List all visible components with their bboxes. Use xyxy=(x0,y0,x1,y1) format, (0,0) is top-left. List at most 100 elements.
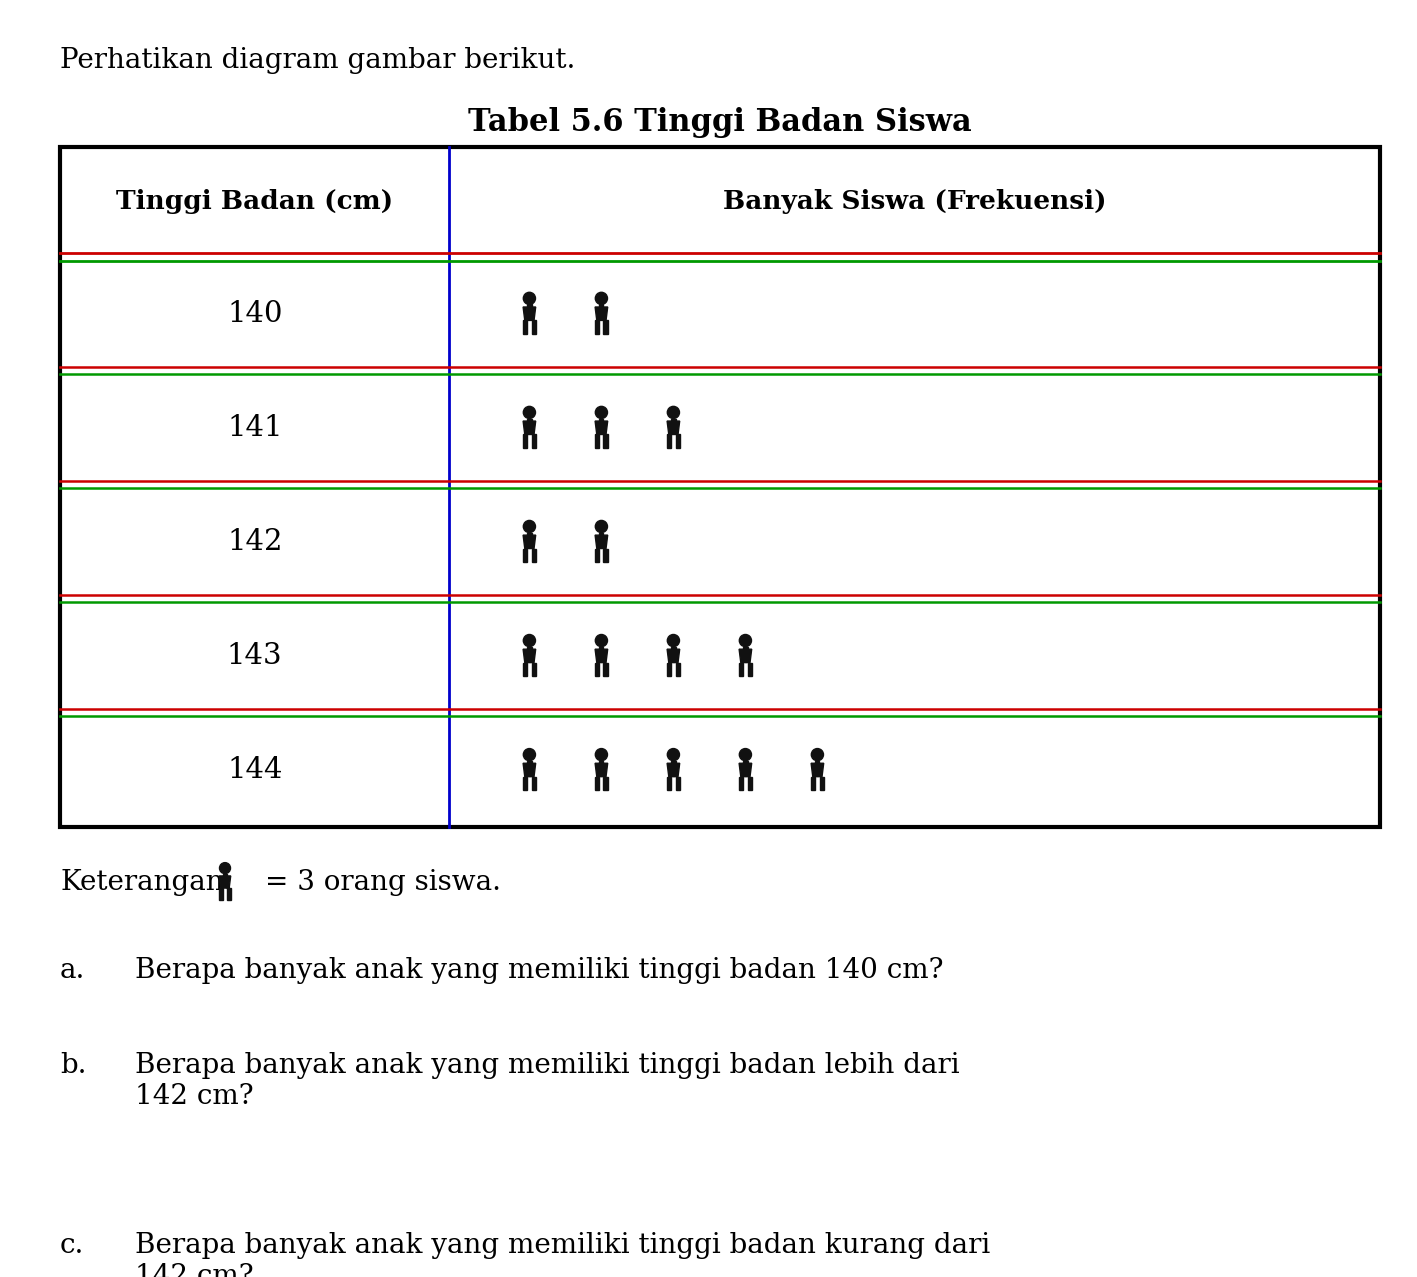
Polygon shape xyxy=(595,649,608,663)
Polygon shape xyxy=(523,306,536,321)
FancyBboxPatch shape xyxy=(676,434,680,448)
Polygon shape xyxy=(667,649,680,663)
FancyBboxPatch shape xyxy=(604,776,608,790)
FancyBboxPatch shape xyxy=(531,663,536,676)
Text: 141: 141 xyxy=(227,414,282,442)
FancyBboxPatch shape xyxy=(531,776,536,790)
Polygon shape xyxy=(595,764,608,776)
FancyBboxPatch shape xyxy=(222,873,227,876)
FancyBboxPatch shape xyxy=(523,663,527,676)
FancyBboxPatch shape xyxy=(527,646,531,649)
Circle shape xyxy=(523,748,536,761)
FancyBboxPatch shape xyxy=(672,761,676,764)
Circle shape xyxy=(220,863,231,873)
FancyBboxPatch shape xyxy=(595,434,599,448)
Circle shape xyxy=(523,292,536,304)
Text: 144: 144 xyxy=(227,756,282,784)
FancyBboxPatch shape xyxy=(531,549,536,562)
Polygon shape xyxy=(220,876,231,888)
Text: b.: b. xyxy=(60,1052,86,1079)
Polygon shape xyxy=(740,649,751,663)
FancyBboxPatch shape xyxy=(527,419,531,421)
FancyBboxPatch shape xyxy=(744,761,748,764)
FancyBboxPatch shape xyxy=(599,419,604,421)
FancyBboxPatch shape xyxy=(676,776,680,790)
FancyBboxPatch shape xyxy=(604,549,608,562)
Circle shape xyxy=(667,635,680,646)
FancyBboxPatch shape xyxy=(672,419,676,421)
FancyBboxPatch shape xyxy=(595,663,599,676)
FancyBboxPatch shape xyxy=(527,304,531,306)
Circle shape xyxy=(595,748,608,761)
FancyBboxPatch shape xyxy=(748,776,752,790)
FancyBboxPatch shape xyxy=(604,434,608,448)
FancyBboxPatch shape xyxy=(595,321,599,333)
Circle shape xyxy=(595,292,608,304)
Polygon shape xyxy=(740,764,751,776)
FancyBboxPatch shape xyxy=(227,888,231,900)
Text: 143: 143 xyxy=(227,642,282,670)
Circle shape xyxy=(667,406,680,419)
Text: Tabel 5.6 Tinggi Badan Siswa: Tabel 5.6 Tinggi Badan Siswa xyxy=(468,107,972,138)
FancyBboxPatch shape xyxy=(523,549,527,562)
FancyBboxPatch shape xyxy=(523,434,527,448)
Polygon shape xyxy=(667,421,680,434)
Circle shape xyxy=(812,748,823,761)
Text: a.: a. xyxy=(60,956,85,985)
Polygon shape xyxy=(595,421,608,434)
FancyBboxPatch shape xyxy=(523,321,527,333)
Circle shape xyxy=(667,748,680,761)
Text: Keterangan:: Keterangan: xyxy=(60,868,232,895)
Circle shape xyxy=(595,406,608,419)
Text: Tinggi Badan (cm): Tinggi Badan (cm) xyxy=(116,189,394,215)
FancyBboxPatch shape xyxy=(523,776,527,790)
FancyBboxPatch shape xyxy=(819,776,825,790)
Text: = 3 orang siswa.: = 3 orang siswa. xyxy=(265,868,502,895)
Text: Berapa banyak anak yang memiliki tinggi badan lebih dari
142 cm?: Berapa banyak anak yang memiliki tinggi … xyxy=(135,1052,959,1110)
FancyBboxPatch shape xyxy=(595,776,599,790)
Text: Berapa banyak anak yang memiliki tinggi badan kurang dari
142 cm?: Berapa banyak anak yang memiliki tinggi … xyxy=(135,1232,990,1277)
Circle shape xyxy=(740,748,751,761)
FancyBboxPatch shape xyxy=(531,321,536,333)
FancyBboxPatch shape xyxy=(527,761,531,764)
FancyBboxPatch shape xyxy=(666,663,672,676)
FancyBboxPatch shape xyxy=(672,646,676,649)
FancyBboxPatch shape xyxy=(748,663,752,676)
Polygon shape xyxy=(523,421,536,434)
Circle shape xyxy=(523,406,536,419)
Polygon shape xyxy=(523,649,536,663)
Text: c.: c. xyxy=(60,1232,85,1259)
Text: Berapa banyak anak yang memiliki tinggi badan 140 cm?: Berapa banyak anak yang memiliki tinggi … xyxy=(135,956,944,985)
FancyBboxPatch shape xyxy=(738,663,744,676)
Circle shape xyxy=(595,521,608,533)
FancyBboxPatch shape xyxy=(738,776,744,790)
FancyBboxPatch shape xyxy=(666,434,672,448)
FancyBboxPatch shape xyxy=(218,888,222,900)
FancyBboxPatch shape xyxy=(595,549,599,562)
FancyBboxPatch shape xyxy=(531,434,536,448)
Text: Banyak Siswa (Frekuensi): Banyak Siswa (Frekuensi) xyxy=(723,189,1107,215)
FancyBboxPatch shape xyxy=(666,776,672,790)
Bar xyxy=(60,147,1380,827)
FancyBboxPatch shape xyxy=(604,663,608,676)
Polygon shape xyxy=(523,535,536,549)
FancyBboxPatch shape xyxy=(604,321,608,333)
Polygon shape xyxy=(595,306,608,321)
Polygon shape xyxy=(667,764,680,776)
FancyBboxPatch shape xyxy=(599,304,604,306)
FancyBboxPatch shape xyxy=(811,776,815,790)
Circle shape xyxy=(740,635,751,646)
FancyBboxPatch shape xyxy=(744,646,748,649)
Polygon shape xyxy=(523,764,536,776)
FancyBboxPatch shape xyxy=(527,533,531,535)
Polygon shape xyxy=(811,764,823,776)
Text: 142: 142 xyxy=(227,527,282,555)
Circle shape xyxy=(523,635,536,646)
Polygon shape xyxy=(595,535,608,549)
FancyBboxPatch shape xyxy=(599,761,604,764)
FancyBboxPatch shape xyxy=(815,761,819,764)
Circle shape xyxy=(523,521,536,533)
Text: 140: 140 xyxy=(227,300,282,328)
FancyBboxPatch shape xyxy=(599,533,604,535)
FancyBboxPatch shape xyxy=(676,663,680,676)
